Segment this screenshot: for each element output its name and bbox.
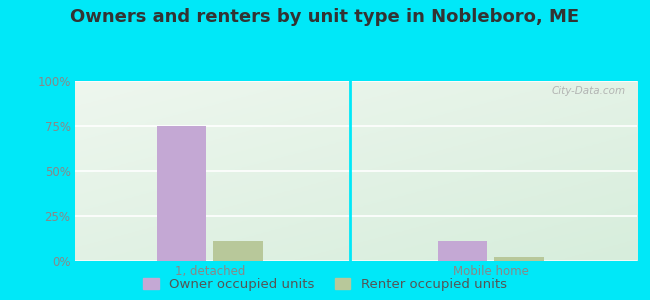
Bar bbox=[213, 241, 263, 261]
Bar bbox=[157, 126, 206, 261]
Text: City-Data.com: City-Data.com bbox=[552, 86, 626, 96]
Text: Owners and renters by unit type in Nobleboro, ME: Owners and renters by unit type in Noble… bbox=[70, 8, 580, 26]
Bar bbox=[438, 241, 488, 261]
Bar bbox=[494, 257, 543, 261]
Legend: Owner occupied units, Renter occupied units: Owner occupied units, Renter occupied un… bbox=[140, 275, 510, 293]
